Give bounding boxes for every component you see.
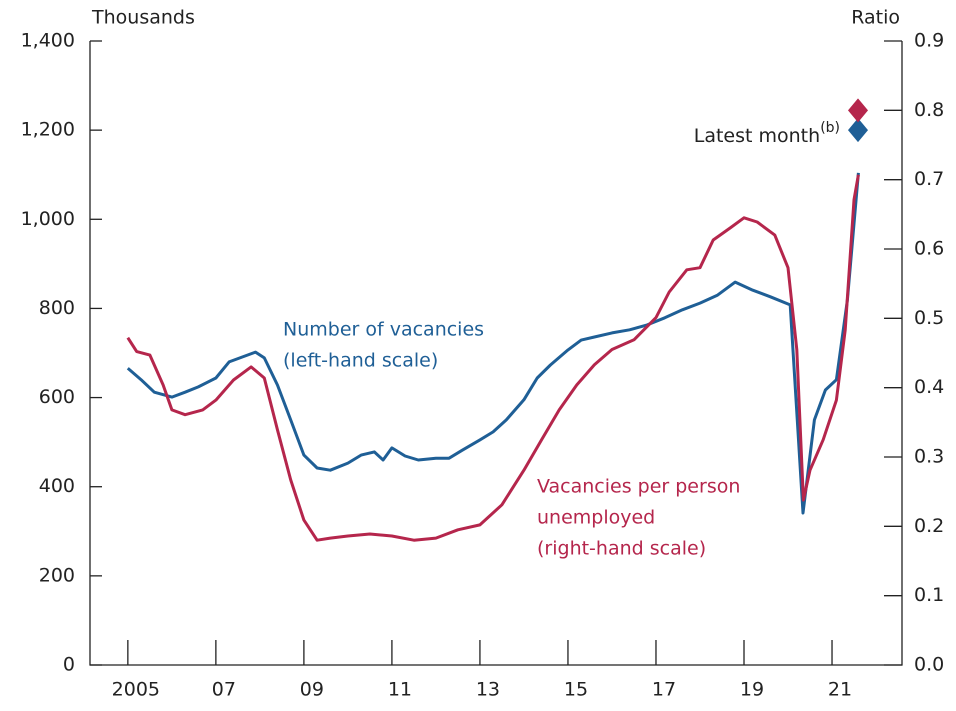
x-tick-label: 17 xyxy=(652,679,676,701)
series-line xyxy=(126,174,860,542)
y2-tick-label: 0.6 xyxy=(914,238,944,260)
series-line xyxy=(126,172,860,515)
y2-tick-label: 0.2 xyxy=(914,515,944,537)
x-tick-label: 07 xyxy=(212,679,236,701)
y2-tick-label: 0.3 xyxy=(914,446,944,468)
x-tick-label: 13 xyxy=(476,679,500,701)
y-tick-label: 200 xyxy=(39,564,75,586)
series-annotation: (left-hand scale) xyxy=(283,350,438,372)
y2-tick-label: 0.7 xyxy=(914,168,944,190)
axes-frame xyxy=(89,41,903,666)
x-tick-label: 21 xyxy=(828,679,852,701)
y-axis-label: Thousands xyxy=(91,7,195,29)
x-tick-label: 09 xyxy=(300,679,324,701)
x-tick-label: 15 xyxy=(564,679,588,701)
series-annotation: Number of vacancies xyxy=(283,319,484,341)
y2-tick-label: 0.0 xyxy=(914,654,944,676)
y2-tick-label: 0.1 xyxy=(914,584,944,606)
latest-month-text: Latest month xyxy=(694,125,820,147)
latest-month-note: (b) xyxy=(820,120,840,136)
y-tick-label: 800 xyxy=(39,297,75,319)
series-annotation: (right-hand scale) xyxy=(537,538,706,560)
y2-tick-label: 0.8 xyxy=(914,99,944,121)
x-tick-label: 19 xyxy=(740,679,764,701)
y2-tick-label: 0.5 xyxy=(914,307,944,329)
y-tick-label: 1,200 xyxy=(21,119,75,141)
x-tick-label: 11 xyxy=(388,679,412,701)
y-tick-label: 600 xyxy=(39,386,75,408)
series-annotation: Vacancies per person xyxy=(537,476,740,498)
series-annotation: unemployed xyxy=(537,507,655,529)
y2-axis-label: Ratio xyxy=(851,7,900,29)
latest-marker xyxy=(848,118,868,143)
y-tick-label: 0 xyxy=(63,654,75,676)
y-tick-label: 1,000 xyxy=(21,208,75,230)
latest-marker xyxy=(848,98,868,123)
y2-tick-label: 0.4 xyxy=(914,376,944,398)
latest-month-label: Latest month(b) xyxy=(694,120,840,147)
x-tick-label: 2005 xyxy=(112,679,160,701)
y-tick-label: 400 xyxy=(39,475,75,497)
y-tick-label: 1,400 xyxy=(21,30,75,52)
y2-tick-label: 0.9 xyxy=(914,30,944,52)
